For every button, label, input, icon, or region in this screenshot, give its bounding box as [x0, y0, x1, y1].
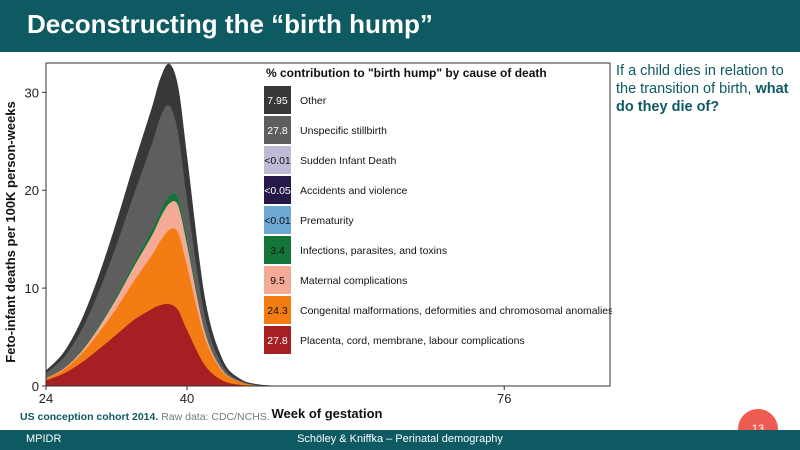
- legend-value-maternal: 9.5: [270, 275, 285, 287]
- legend-value-prematurity: <0.01: [264, 215, 291, 227]
- legend-value-congenital: 24.3: [267, 305, 288, 317]
- axes: 0 10 20 30 24 40 76: [25, 85, 512, 406]
- legend-swatch-maternal: [264, 266, 291, 294]
- y-tick-label: 30: [25, 85, 39, 100]
- legend-swatch-accidents: [264, 176, 291, 204]
- legend-label-other: Other: [300, 95, 327, 107]
- y-tick-label: 20: [25, 183, 39, 198]
- side-note-emphasis: what do they die of?: [616, 81, 789, 115]
- legend-label-maternal: Maternal complications: [300, 275, 407, 287]
- legend-swatch-unspecific_stillbirth: [264, 116, 291, 144]
- legend-value-other: 7.95: [267, 95, 288, 107]
- x-tick-label: 24: [39, 391, 53, 406]
- legend-value-placenta: 27.8: [267, 335, 288, 347]
- legend-swatch-prematurity: [264, 206, 291, 234]
- side-note-question: If a child dies in relation to the trans…: [616, 63, 784, 97]
- slide-header: Deconstructing the “birth hump”: [0, 0, 800, 52]
- legend-swatch-placenta: [264, 326, 291, 354]
- legend-label-accidents: Accidents and violence: [300, 185, 408, 197]
- data-caption: US conception cohort 2014. Raw data: CDC…: [20, 411, 270, 423]
- legend-title: % contribution to "birth hump" by cause …: [266, 66, 547, 80]
- footer-authors: Schöley & Kniffka – Perinatal demography: [297, 433, 503, 445]
- legend-label-unspecific_stillbirth: Unspecific stillbirth: [300, 125, 387, 137]
- legend-swatch-sudden_infant_death: [264, 146, 291, 174]
- y-tick-label: 0: [32, 379, 39, 394]
- legend-swatch-congenital: [264, 296, 291, 324]
- area-layers: [45, 63, 276, 387]
- y-tick-label: 10: [25, 281, 39, 296]
- chart-area: 0 10 20 30 24 40 76 Feto-infant deaths per 100…: [0, 52, 613, 430]
- plot-frame: [45, 62, 611, 387]
- legend-label-congenital: Congenital malformations, deformities an…: [300, 305, 612, 317]
- legend-label-infections: Infections, parasites, and toxins: [300, 245, 447, 257]
- birth-hump-chart: 0 10 20 30 24 40 76 Feto-infant deaths per 100…: [3, 62, 613, 421]
- legend-value-unspecific_stillbirth: 27.8: [267, 125, 288, 137]
- slide-footer: Schöley & Kniffka – Perinatal demography…: [0, 430, 800, 450]
- side-note: If a child dies in relation to the trans…: [616, 62, 798, 116]
- caption-source: Raw data: CDC/NCHS.: [158, 411, 270, 423]
- y-axis-label: Feto-infant deaths per 100K person-weeks: [3, 101, 18, 363]
- legend-label-sudden_infant_death: Sudden Infant Death: [300, 155, 396, 167]
- legend-swatch-infections: [264, 236, 291, 264]
- legend-swatch-other: [264, 86, 291, 114]
- caption-cohort: US conception cohort 2014.: [20, 411, 159, 423]
- legend-value-infections: 3.4: [270, 245, 285, 257]
- legend-value-accidents: <0.05: [264, 185, 291, 197]
- legend: 7.95 Other 27.8 Unspecific stillbirth <0.01 S…: [264, 86, 613, 354]
- footer-institute: MPIDR: [26, 433, 62, 445]
- legend-value-sudden_infant_death: <0.01: [264, 155, 291, 167]
- x-tick-label: 40: [180, 391, 194, 406]
- x-axis-label: Week of gestation: [271, 406, 382, 421]
- x-tick-label: 76: [497, 391, 511, 406]
- slide-title: Deconstructing the “birth hump”: [27, 9, 433, 39]
- legend-label-placenta: Placenta, cord, membrane, labour complic…: [300, 335, 525, 347]
- legend-label-prematurity: Prematurity: [300, 215, 354, 227]
